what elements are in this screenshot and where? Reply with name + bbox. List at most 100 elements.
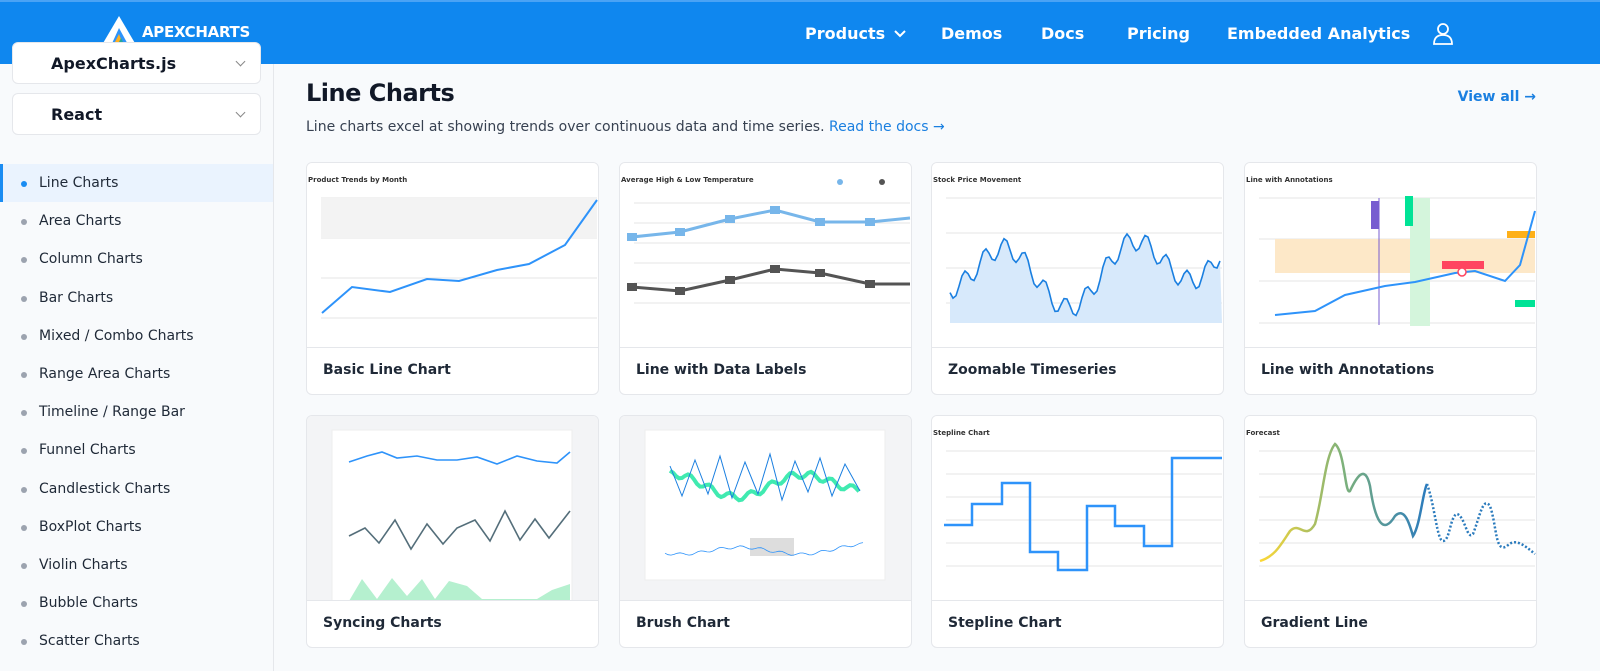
thumb-shape (321, 198, 597, 238)
sidebar-link[interactable]: Column Charts (0, 240, 273, 278)
thumb-shape (1515, 300, 1535, 307)
logo-text[interactable]: APEXCHARTS (142, 23, 250, 41)
card-title: Stepline Chart (948, 615, 1062, 631)
thumb-shape (865, 218, 875, 226)
chart-card[interactable]: Average High & Low Temperature Line with … (619, 162, 912, 395)
thumb-shape (627, 283, 637, 291)
thumb-shape (949, 232, 1221, 317)
thumb-shape (950, 234, 1222, 323)
thumb-shape (725, 215, 735, 223)
thumb-shape (1410, 198, 1430, 326)
card-title: Syncing Charts (323, 615, 442, 631)
sidebar-link[interactable]: BoxPlot Charts (0, 508, 273, 546)
sidebar-link[interactable]: Range Area Charts (0, 355, 273, 393)
card-title: Brush Chart (636, 615, 731, 631)
thumb-shape (932, 416, 1223, 600)
thumb-shape (669, 452, 861, 502)
framework-select[interactable]: React (12, 93, 261, 135)
sidebar-link[interactable]: Line Charts (0, 164, 273, 202)
chart-thumbnail: Product Trends by Month (307, 163, 598, 348)
chart-card[interactable]: Stock Price Movement Zoomable Timeseries (931, 162, 1224, 395)
card-title: Line with Data Labels (636, 362, 807, 378)
chart-card[interactable]: Stepline Chart Stepline Chart (931, 415, 1224, 648)
card-title: Zoomable Timeseries (948, 362, 1117, 378)
chart-thumbnail: Stepline Chart (932, 416, 1223, 601)
chart-card[interactable]: Syncing Charts (306, 415, 599, 648)
docs-link[interactable]: Read the docs → (829, 119, 945, 135)
chevron (894, 30, 906, 38)
header: APEXCHARTS Products Demos Docs Pricing Embed… (0, 0, 1600, 64)
thumb-shape (675, 228, 685, 236)
thumb-shape (1507, 231, 1535, 238)
sidebar-link[interactable]: Bubble Charts (0, 584, 273, 622)
thumb-shape (668, 469, 861, 503)
sidebar-link[interactable]: Timeline / Range Bar (0, 393, 273, 431)
card-title: Basic Line Chart (323, 362, 451, 378)
thumb-shape (1275, 239, 1535, 273)
description: Line charts excel at showing trends over… (306, 119, 825, 135)
chart-thumbnail: Average High & Low Temperature (620, 163, 911, 348)
thumb-shape (1274, 210, 1536, 316)
thumb-shape (620, 163, 911, 347)
thumb-shape (307, 163, 598, 347)
framework-select[interactable]: ApexCharts.js (12, 42, 261, 84)
sidebar-link[interactable]: Area Charts (0, 202, 273, 240)
thumb-shape (1259, 442, 1429, 563)
thumb-shape (348, 509, 571, 551)
sidebar-link[interactable]: Mixed / Combo Charts (0, 317, 273, 355)
thumb-shape (770, 265, 780, 273)
chart-card[interactable]: Product Trends by Month Basic Line Chart (306, 162, 599, 395)
chart-card[interactable]: Line with Annotations Line with Annotatio… (1244, 162, 1537, 395)
chart-thumbnail: Forecast (1245, 416, 1536, 601)
thumb-shape (815, 218, 825, 226)
thumb-shape (1371, 201, 1379, 229)
thumb-shape (879, 179, 885, 185)
chart-card[interactable]: Brush Chart (619, 415, 912, 648)
thumbnail-title: Average High & Low Temperature (621, 176, 754, 184)
thumbnail-title: Stock Price Movement (933, 176, 1022, 184)
nav-link[interactable]: Demos (941, 24, 1003, 43)
sidebar: ApexCharts.js React Line Charts Area Charts… (0, 42, 274, 671)
chart-thumbnail: Line with Annotations (1245, 163, 1536, 348)
thumb-shape (331, 429, 573, 600)
chevron-path (894, 30, 906, 38)
section-title: Line Charts (306, 79, 455, 107)
thumb-shape (627, 233, 637, 241)
thumbnail-title: Line with Annotations (1246, 176, 1333, 184)
thumbnail-title: Forecast (1246, 429, 1281, 437)
nav-link[interactable]: Embedded Analytics (1227, 24, 1411, 43)
chart-card[interactable]: Forecast Gradient Line (1244, 415, 1537, 648)
card-title: Gradient Line (1261, 615, 1368, 631)
card-title: Line with Annotations (1261, 362, 1435, 378)
thumb-shape (675, 287, 685, 295)
chart-thumbnail (307, 416, 598, 601)
thumbnail-title: Product Trends by Month (308, 176, 407, 184)
thumb-shape (644, 429, 886, 581)
thumb-shape (348, 451, 571, 465)
sidebar-link[interactable]: Funnel Charts (0, 431, 273, 469)
thumb-shape (865, 280, 875, 288)
nav-link[interactable]: Products (805, 24, 907, 43)
view-all-link[interactable]: View all → (1457, 89, 1536, 105)
thumb-shape (664, 542, 864, 556)
thumb-shape (321, 199, 598, 314)
thumb-shape (750, 538, 794, 556)
section-description: Line charts excel at showing trends over… (306, 119, 945, 135)
thumb-shape (1245, 416, 1536, 600)
chart-thumbnail (620, 416, 911, 601)
nav-link[interactable]: Pricing (1127, 24, 1190, 43)
thumb-shape (770, 206, 780, 214)
thumbnail-title: Stepline Chart (933, 429, 990, 437)
thumb-shape (1457, 267, 1467, 277)
user-icon[interactable] (1432, 22, 1454, 46)
sidebar-link[interactable]: Candlestick Charts (0, 470, 273, 508)
thumb-shape (1442, 261, 1484, 269)
thumb-shape (725, 276, 735, 284)
thumb-shape (1405, 196, 1413, 226)
sidebar-link[interactable]: Bar Charts (0, 279, 273, 317)
sidebar-link[interactable]: Violin Charts (0, 546, 273, 584)
thumb-shape (837, 179, 843, 185)
nav-link[interactable]: Docs (1041, 24, 1085, 43)
chart-thumbnail: Stock Price Movement (932, 163, 1223, 348)
sidebar-link[interactable]: Scatter Charts (0, 622, 273, 660)
